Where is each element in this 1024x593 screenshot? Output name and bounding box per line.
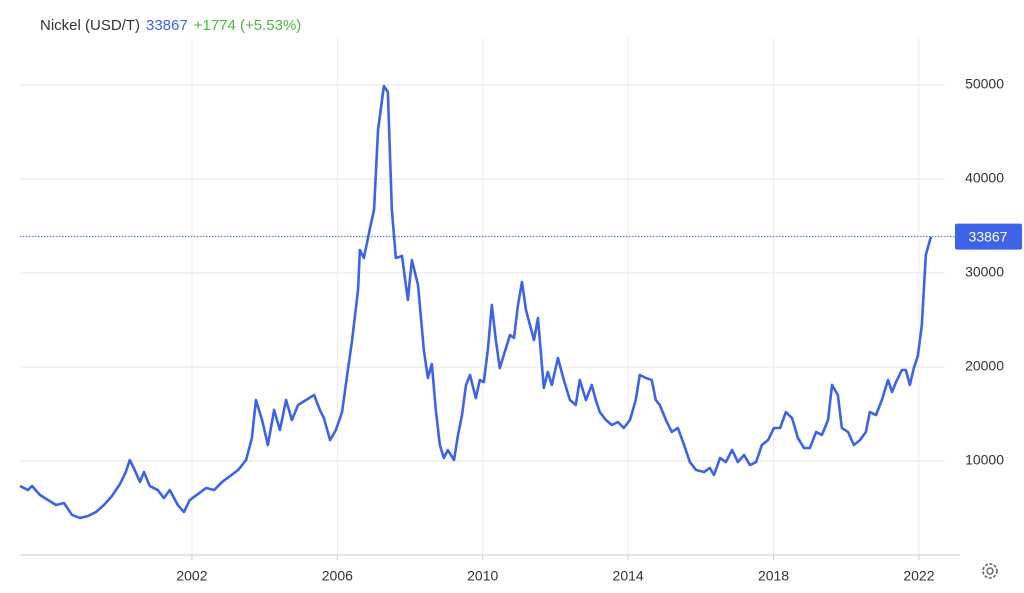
settings-icon[interactable]	[982, 563, 998, 579]
chart-title: Nickel (USD/T)	[40, 17, 140, 34]
x-tick-label: 2010	[467, 568, 498, 584]
x-tick-label: 2022	[903, 568, 934, 584]
last-price-badge	[955, 223, 1022, 250]
price-change: +1774 (+5.53%)	[193, 17, 302, 34]
x-tick-label: 2002	[176, 568, 207, 584]
price-line	[19, 84, 933, 520]
y-tick-label: 10000	[965, 452, 1004, 468]
y-tick-label: 50000	[965, 76, 1004, 92]
last-price-label: 33867	[969, 228, 1008, 244]
header: Nickel (USD/T) 33867 +1774 (+5.53%)	[40, 17, 307, 34]
x-tick-label: 2006	[322, 568, 353, 584]
x-tick-label: 2018	[758, 568, 789, 584]
last-price: 33867	[146, 17, 188, 34]
y-tick-label: 40000	[965, 170, 1004, 186]
grid	[20, 38, 945, 555]
x-tick-label: 2014	[613, 568, 644, 584]
y-tick-label: 20000	[965, 358, 1004, 374]
y-tick-label: 30000	[965, 264, 1004, 280]
